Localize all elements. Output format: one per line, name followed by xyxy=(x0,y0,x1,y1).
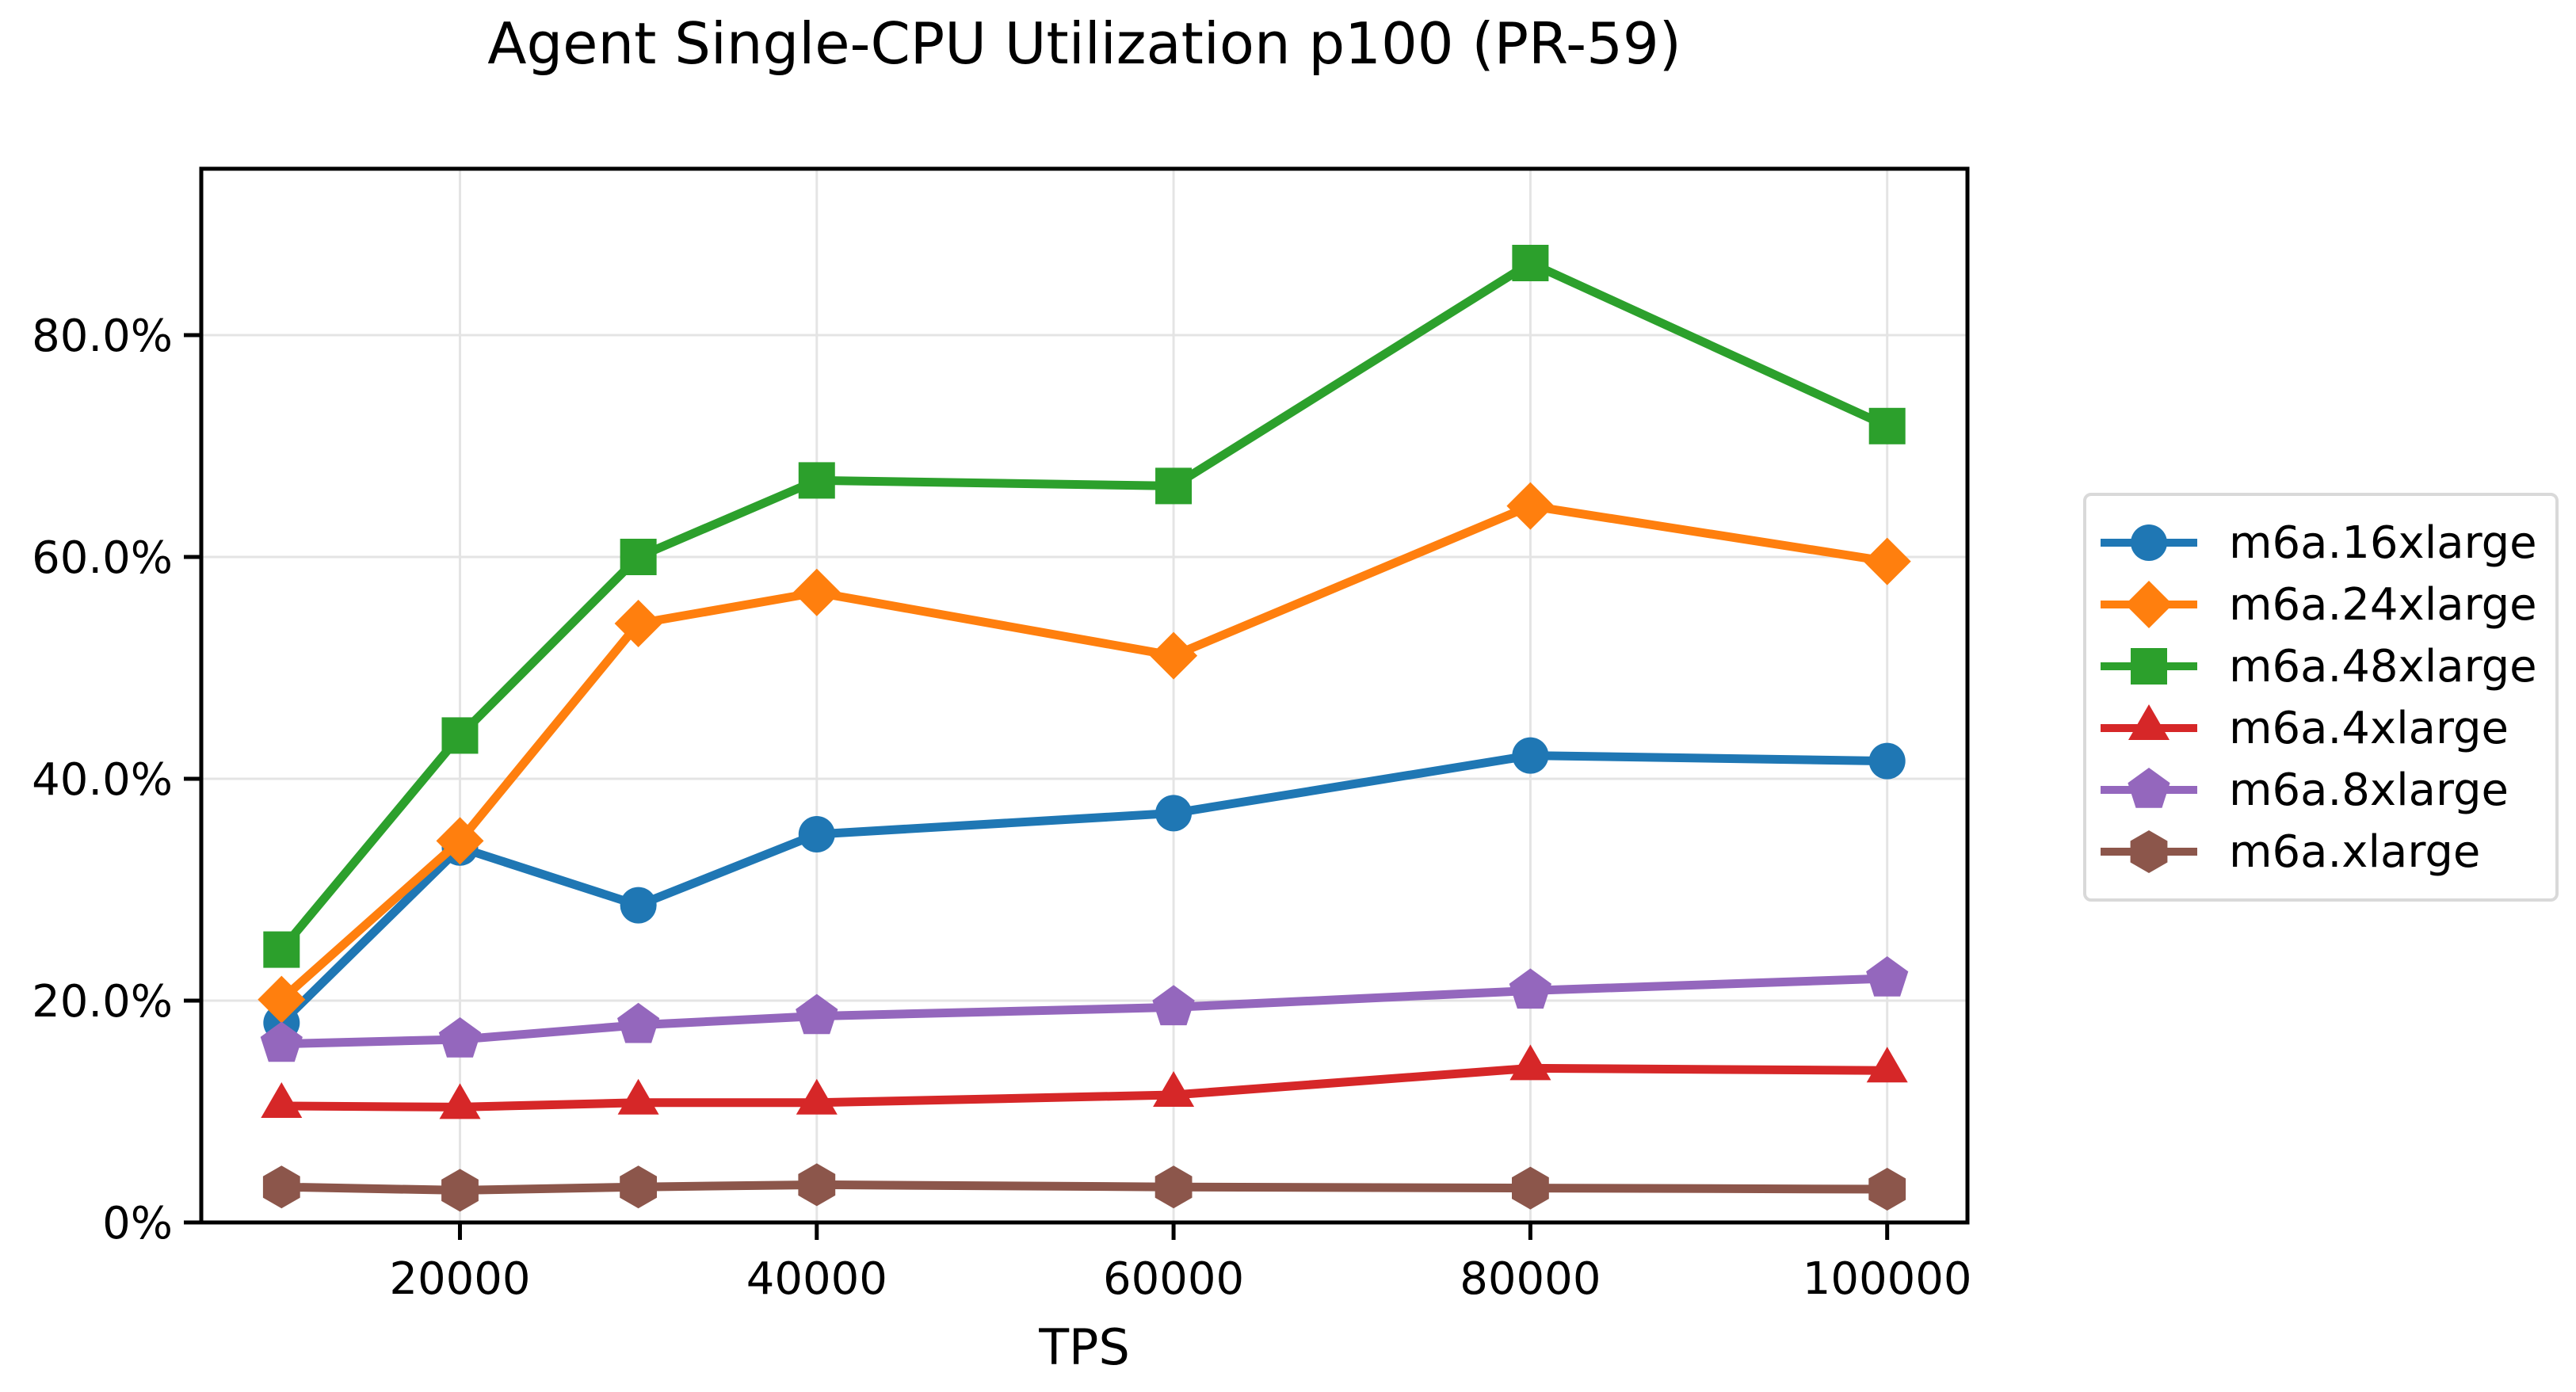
axes-spines xyxy=(199,166,1970,1225)
marker-hexagon xyxy=(1868,1168,1906,1211)
marker-pentagon xyxy=(260,1021,303,1062)
legend-item-m6a.24xlarge: m6a.24xlarge xyxy=(2097,574,2555,635)
legend-label: m6a.xlarge xyxy=(2229,826,2481,878)
legend-label: m6a.16xlarge xyxy=(2229,517,2537,569)
marker-pentagon xyxy=(1866,956,1909,997)
series-m6a.4xlarge xyxy=(261,1044,1908,1119)
marker-triangle xyxy=(2128,704,2170,740)
x-tick-label: 40000 xyxy=(746,1253,887,1305)
marker-square xyxy=(620,539,657,575)
chart-title: Agent Single-CPU Utilization p100 (PR-59… xyxy=(487,10,1681,77)
marker-hexagon xyxy=(2130,830,2168,873)
legend-label: m6a.48xlarge xyxy=(2229,640,2537,692)
marker-triangle xyxy=(1509,1044,1551,1081)
marker-triangle xyxy=(617,1078,659,1115)
marker-square xyxy=(1512,245,1549,281)
series-m6a.48xlarge xyxy=(263,245,1906,968)
legend-item-m6a.4xlarge: m6a.4xlarge xyxy=(2097,697,2555,759)
marker-triangle xyxy=(796,1078,838,1115)
series-line xyxy=(281,974,1887,1049)
marker-square xyxy=(798,462,835,499)
x-tick-label: 60000 xyxy=(1103,1253,1244,1305)
y-tick-label: 40.0% xyxy=(32,754,173,806)
legend-item-m6a.8xlarge: m6a.8xlarge xyxy=(2097,759,2555,821)
marker-diamond xyxy=(436,817,484,865)
marker-triangle xyxy=(1866,1047,1908,1083)
series-m6a.xlarge xyxy=(262,1163,1906,1212)
marker-circle xyxy=(798,816,835,852)
marker-diamond xyxy=(258,975,306,1024)
marker-diamond xyxy=(1863,537,1911,585)
marker-square xyxy=(2131,648,2167,685)
marker-pentagon xyxy=(796,993,838,1035)
series-m6a.24xlarge xyxy=(258,482,1911,1024)
marker-diamond xyxy=(792,568,841,616)
marker-circle xyxy=(620,887,657,924)
series-line xyxy=(278,258,1889,953)
y-tick-label: 80.0% xyxy=(32,311,173,362)
x-tick-label: 100000 xyxy=(1803,1253,1972,1305)
marker-square xyxy=(1868,407,1906,444)
legend-item-m6a.48xlarge: m6a.48xlarge xyxy=(2097,635,2555,697)
marker-pentagon xyxy=(2128,768,2170,808)
marker-pentagon xyxy=(1152,985,1195,1026)
legend-item-m6a.xlarge: m6a.xlarge xyxy=(2097,821,2555,883)
x-tick-label: 20000 xyxy=(389,1253,530,1305)
marker-hexagon xyxy=(798,1163,836,1207)
marker-square xyxy=(263,931,300,968)
y-tick-label: 0% xyxy=(102,1198,173,1249)
legend-square-icon xyxy=(2101,648,2197,685)
marker-triangle xyxy=(261,1082,303,1118)
series-m6a.8xlarge xyxy=(260,956,1909,1062)
series-line xyxy=(281,1063,1887,1112)
legend-label: m6a.8xlarge xyxy=(2229,764,2509,816)
y-tick-label: 60.0% xyxy=(32,532,173,584)
legend: m6a.16xlarge m6a.24xlarge m6a.48xlarge m6a.… xyxy=(2083,493,2559,902)
legend-item-m6a.16xlarge: m6a.16xlarge xyxy=(2097,512,2555,574)
marker-circle xyxy=(1155,795,1193,832)
marker-diamond xyxy=(2125,581,2173,628)
marker-square xyxy=(441,717,479,754)
x-axis-label: TPS xyxy=(1039,1318,1130,1376)
marker-hexagon xyxy=(441,1169,479,1212)
marker-pentagon xyxy=(617,1002,660,1043)
marker-hexagon xyxy=(262,1165,300,1209)
marker-pentagon xyxy=(438,1017,482,1058)
series-line xyxy=(281,1180,1887,1195)
marker-triangle xyxy=(1153,1071,1195,1107)
marker-hexagon xyxy=(1512,1166,1549,1210)
legend-circle-icon xyxy=(2101,524,2197,561)
legend-diamond-icon xyxy=(2101,581,2197,628)
legend-triangle-icon xyxy=(2101,704,2197,740)
marker-circle xyxy=(2131,524,2167,561)
marker-diamond xyxy=(614,600,662,647)
legend-label: m6a.4xlarge xyxy=(2229,702,2509,754)
marker-diamond xyxy=(1150,631,1198,680)
marker-triangle xyxy=(439,1083,481,1119)
legend-label: m6a.24xlarge xyxy=(2229,578,2537,631)
marker-hexagon xyxy=(1154,1165,1193,1209)
x-tick-label: 80000 xyxy=(1460,1253,1601,1305)
series-line xyxy=(278,502,1888,1003)
marker-diamond xyxy=(1506,482,1555,530)
y-tick-label: 20.0% xyxy=(32,976,173,1028)
legend-pentagon-icon xyxy=(2101,768,2197,808)
marker-square xyxy=(1155,467,1193,505)
legend-hexagon-icon xyxy=(2101,830,2197,873)
marker-circle xyxy=(1512,737,1549,774)
marker-circle xyxy=(1868,742,1906,780)
marker-hexagon xyxy=(620,1165,657,1209)
marker-pentagon xyxy=(1509,968,1551,1009)
